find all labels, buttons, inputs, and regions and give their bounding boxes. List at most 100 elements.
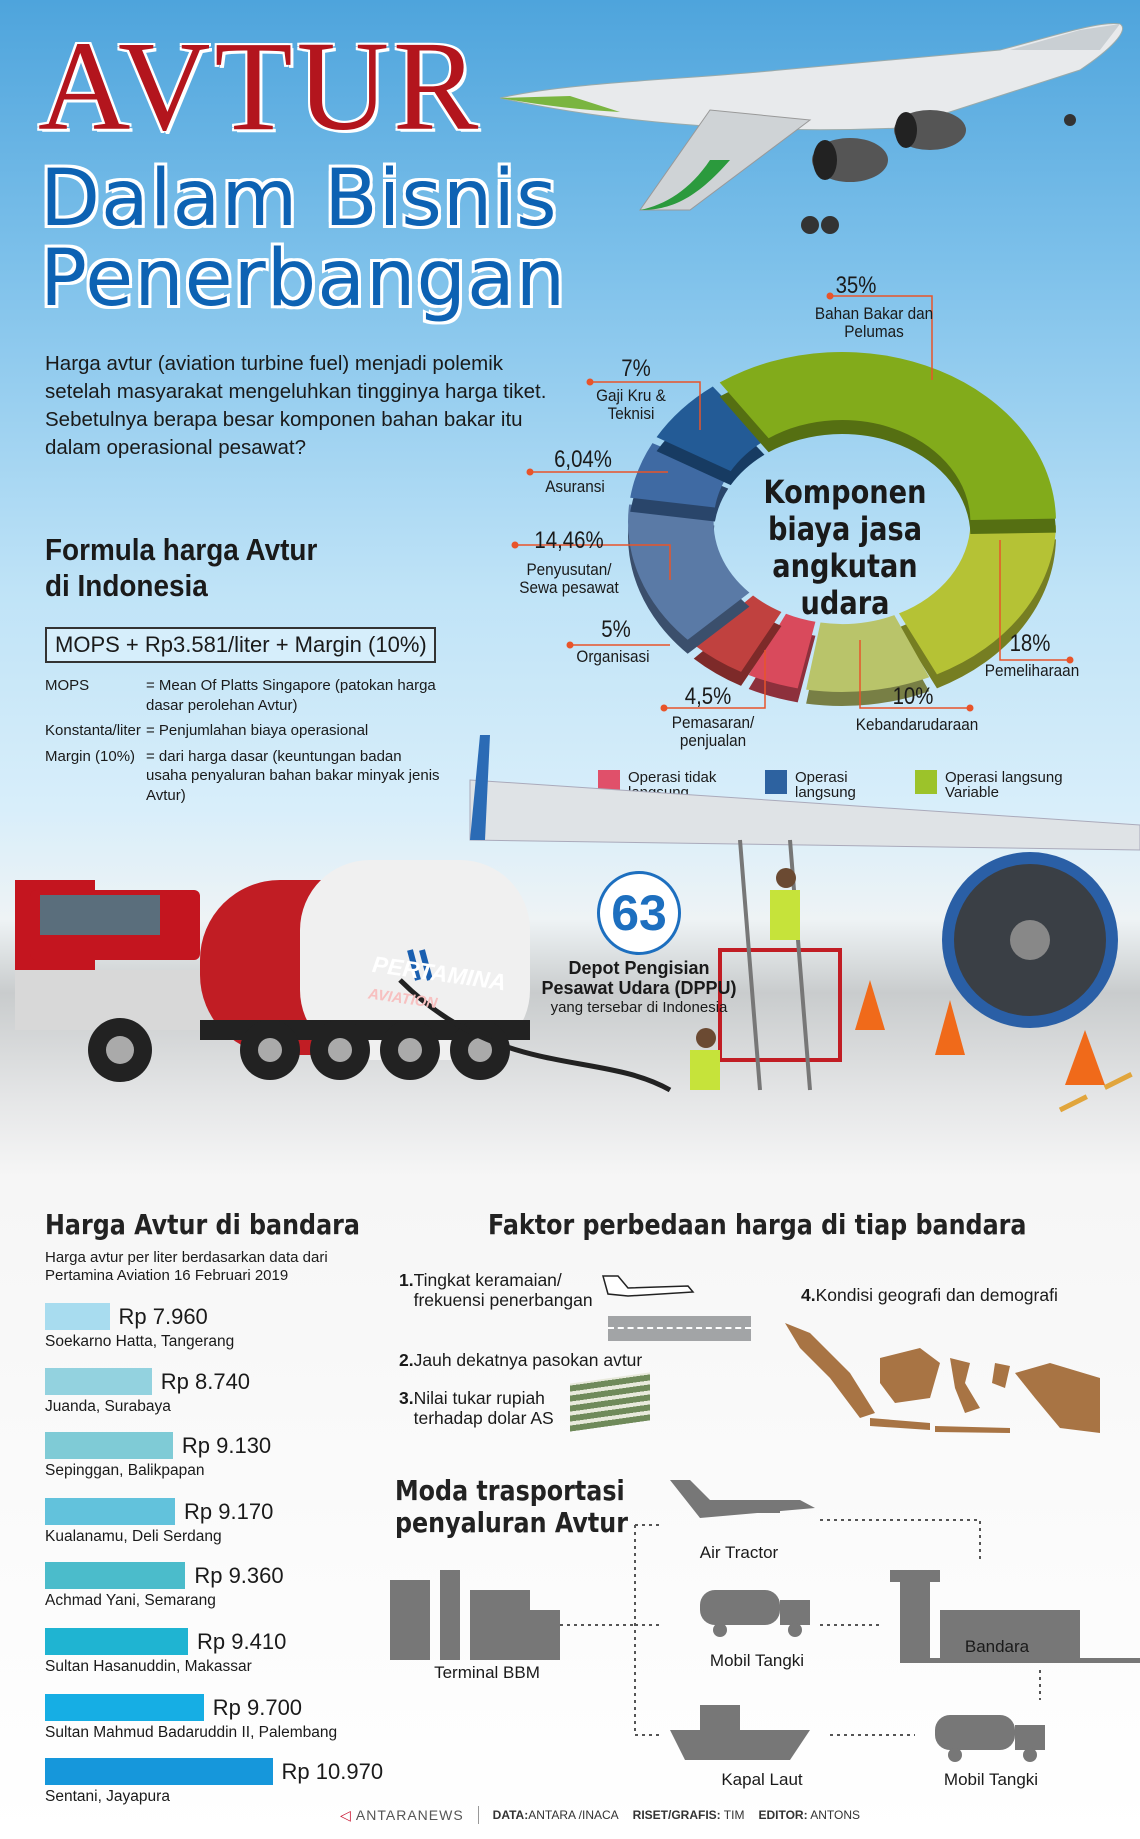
leader-dot — [966, 704, 974, 712]
leader-line — [859, 640, 970, 709]
leader-dot — [511, 541, 519, 549]
pct-label: 35% — [835, 272, 877, 299]
donut-slice — [806, 615, 930, 692]
ship-icon — [670, 1705, 810, 1760]
airport-name: Soekarno Hatta, Tangerang — [45, 1333, 235, 1350]
terminal-bbm-label: Terminal BBM — [434, 1663, 540, 1682]
donut-slice — [719, 352, 1056, 520]
factor-item: 4.Kondisi geografi dan demografi — [801, 1285, 1058, 1305]
legend-swatch — [915, 770, 937, 794]
factor-item: 3.Nilai tukar rupiah terhadap dolar AS — [399, 1388, 554, 1428]
moda-heading-line2: penyaluran Avtur — [395, 1506, 628, 1539]
leader-line — [830, 295, 933, 380]
price-value: Rp 9.170 — [184, 1498, 274, 1524]
air-tractor-icon — [670, 1480, 815, 1518]
dppu-line1: Depot Pengisian — [568, 958, 710, 978]
donut-slice — [628, 504, 750, 640]
terminal-bbm-icon — [390, 1570, 560, 1660]
airport-name: Sultan Hasanuddin, Makassar — [45, 1658, 252, 1675]
slice-label: Bahan Bakar dan Pelumas — [814, 304, 934, 341]
airport-name: Sepinggan, Balikpapan — [45, 1462, 205, 1479]
kapal-laut-label: Kapal Laut — [721, 1770, 803, 1789]
leader-dot — [526, 468, 534, 476]
definition-desc: = Penjumlahan biaya operasional — [146, 722, 369, 739]
donut-slice — [656, 386, 765, 472]
legend-label: Operasi langsung Variable — [945, 769, 1063, 801]
definition-desc: = Mean Of Platts Singapore (patokan harg… — [146, 677, 436, 714]
price-value: Rp 9.130 — [181, 1432, 272, 1458]
mobil-tangki-label: Mobil Tangki — [709, 1651, 805, 1670]
price-bar — [45, 1758, 273, 1785]
price-bar — [45, 1694, 204, 1721]
pct-label: 10% — [892, 683, 934, 710]
footer-data: DATA:ANTARA /INACA — [492, 1808, 619, 1822]
price-bar-row: Rp 9.170 Kualanamu, Deli Serdang — [45, 1498, 273, 1546]
leader-line — [590, 381, 701, 430]
antara-logo-icon: ◁ — [340, 1806, 352, 1823]
leader-dot — [1066, 656, 1074, 664]
definition-desc: = dari harga dasar (keuntungan badan usa… — [146, 747, 440, 804]
price-bar-row: Rp 9.130 Sepinggan, Balikpapan — [45, 1432, 271, 1480]
pct-label: 7% — [621, 355, 651, 382]
dppu-caption: Depot Pengisian Pesawat Udara (DPPU) yan… — [519, 958, 759, 1018]
leader-line — [515, 544, 671, 580]
donut-slice — [693, 595, 782, 672]
price-bar-row: Rp 8.740 Juanda, Surabaya — [45, 1368, 250, 1416]
pct-label: 5% — [601, 616, 631, 643]
price-bar-row: Rp 9.360 Achmad Yani, Semarang — [45, 1562, 284, 1610]
money-icon — [570, 1372, 650, 1432]
formula-heading-line2: di Indonesia — [45, 568, 208, 603]
leader-dot — [660, 704, 668, 712]
airport-name: Kualanamu, Deli Serdang — [45, 1528, 222, 1545]
price-value: Rp 9.410 — [197, 1628, 287, 1654]
airplane-illustration — [499, 22, 1123, 234]
factor-item: 1.Tingkat keramaian/ frekuensi penerbang… — [399, 1270, 593, 1310]
price-bar — [45, 1562, 186, 1589]
formula-expression: MOPS + Rp3.581/liter + Margin (10%) — [45, 627, 436, 663]
price-bar-row: Rp 9.410 Sultan Hasanuddin, Makassar — [45, 1628, 286, 1676]
prices-heading: Harga Avtur di bandara — [45, 1208, 360, 1241]
small-plane-icon — [602, 1275, 695, 1297]
bandara-label: Bandara — [964, 1637, 1030, 1656]
leader-dot — [826, 292, 834, 300]
footer-editor: EDITOR: ANTONS — [758, 1808, 861, 1822]
formula-heading: Formula harga Avtur di Indonesia — [45, 532, 317, 604]
legend-swatch — [598, 770, 620, 794]
prices-subtitle-line1: Harga avtur per liter berdasarkan data d… — [45, 1249, 328, 1266]
tanker-truck-icon-2 — [935, 1715, 1045, 1762]
factors-heading: Faktor perbedaan harga di tiap bandara — [488, 1208, 1027, 1241]
intro-paragraph: Harga avtur (aviation turbine fuel) menj… — [45, 352, 547, 459]
title-line2: Dalam Bisnis — [40, 154, 558, 244]
price-bar — [45, 1368, 152, 1395]
legend-label: Operasi langsung — [795, 769, 856, 801]
mobil-tangki-label-2: Mobil Tangki — [943, 1770, 1039, 1789]
price-value: Rp 8.740 — [160, 1368, 251, 1394]
airport-name: Achmad Yani, Semarang — [45, 1592, 216, 1609]
price-bar — [45, 1498, 176, 1525]
antara-logo: ◁ ANTARANEWS — [340, 1806, 464, 1823]
pct-label: 4,5% — [684, 683, 732, 710]
airport-name: Sentani, Jayapura — [45, 1788, 170, 1805]
footer-riset: RISET/GRAFIS: TIM — [632, 1808, 745, 1822]
pct-label: 18% — [1009, 630, 1051, 657]
price-bar — [45, 1432, 173, 1459]
slice-label: Gaji Kru & Teknisi — [596, 386, 666, 423]
dppu-line3: yang tersebar di Indonesia — [550, 999, 728, 1016]
donut-slice — [898, 524, 1056, 675]
title-main: AVTUR — [38, 15, 483, 157]
donut-center-title: Komponen biaya jasa angkutan udara — [763, 473, 927, 622]
pct-label: 6,04% — [554, 446, 612, 473]
airport-name: Juanda, Surabaya — [45, 1398, 171, 1415]
dppu-count-badge: 63 — [597, 871, 681, 955]
price-bar-row: Rp 9.700 Sultan Mahmud Badaruddin II, Pal… — [45, 1694, 337, 1742]
definition-row: MOPS = Mean Of Platts Singapore (patokan … — [45, 676, 446, 715]
dppu-line2: Pesawat Udara (DPPU) — [541, 978, 737, 998]
price-bar — [45, 1628, 189, 1655]
indonesia-map-icon — [785, 1323, 1100, 1433]
legend-item: Operasi langsung — [765, 770, 865, 800]
leader-dot — [566, 641, 574, 649]
tanker-truck-icon — [700, 1590, 810, 1637]
airport-name: Sultan Mahmud Badaruddin II, Palembang — [45, 1724, 338, 1741]
slice-label: Kebandarudaraan — [855, 715, 979, 734]
prices-subtitle-line2: Pertamina Aviation 16 Februari 2019 — [45, 1267, 289, 1284]
